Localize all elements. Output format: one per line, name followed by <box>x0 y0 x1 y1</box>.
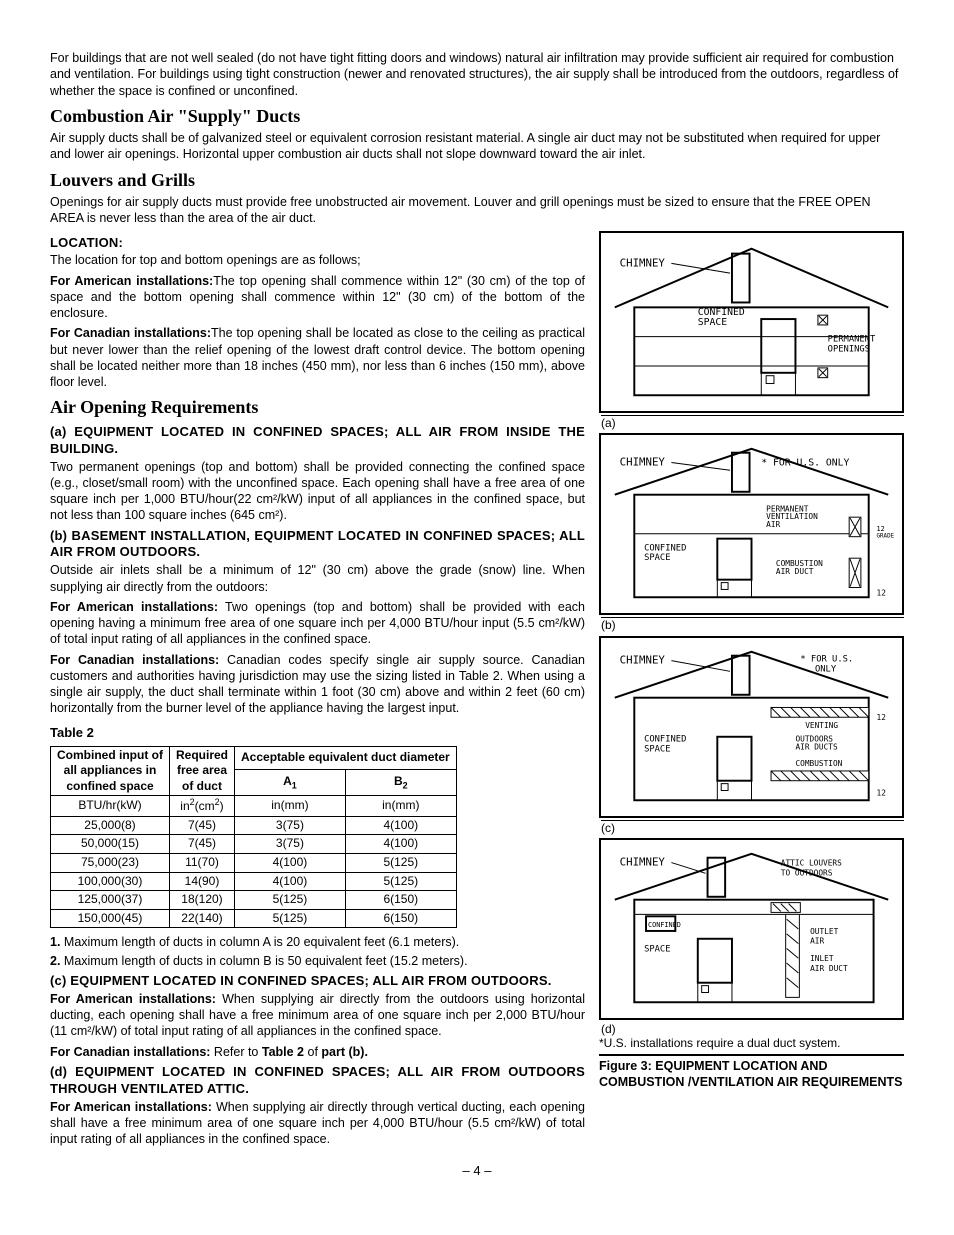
svg-text:CHIMNEY: CHIMNEY <box>620 653 666 666</box>
page-number: – 4 – <box>50 1163 904 1180</box>
req-b-american: For American installations: Two openings… <box>50 599 585 648</box>
d-am-label: For American installations: <box>50 1100 212 1114</box>
figure-c: CHIMNEY * FOR U.S. ONLY VENTING CONFINED… <box>599 636 904 818</box>
loc-am-label: For American installations: <box>50 274 213 288</box>
b-am-label: For American installations: <box>50 600 218 614</box>
req-b-heading: (b) BASEMENT INSTALLATION, EQUIPMENT LOC… <box>50 528 585 562</box>
req-c-american: For American installations: When supplyi… <box>50 991 585 1040</box>
figure-b: CHIMNEY * FOR U.S. ONLY PERMANENT VENTIL… <box>599 433 904 615</box>
req-d-heading: (d) EQUIPMENT LOCATED IN CONFINED SPACES… <box>50 1064 585 1098</box>
svg-text:CONFINED: CONFINED <box>644 543 686 553</box>
svg-text:ATTIC LOUVERS: ATTIC LOUVERS <box>781 859 842 868</box>
req-a-heading: (a) EQUIPMENT LOCATED IN CONFINED SPACES… <box>50 424 585 458</box>
svg-text:CONFINED: CONFINED <box>644 734 686 744</box>
svg-text:12: 12 <box>877 588 887 597</box>
svg-text:12: 12 <box>877 788 887 797</box>
svg-text:ONLY: ONLY <box>815 664 837 674</box>
svg-text:TO OUTDOORS: TO OUTDOORS <box>781 869 833 878</box>
location-american: For American installations:The top openi… <box>50 273 585 322</box>
combustion-air-text: Air supply ducts shall be of galvanized … <box>50 130 904 163</box>
svg-text:INLET: INLET <box>810 955 834 964</box>
req-b-canadian: For Canadian installations: Canadian cod… <box>50 652 585 717</box>
svg-text:CHIMNEY: CHIMNEY <box>620 856 666 869</box>
svg-text:GRADE: GRADE <box>877 534 895 540</box>
table-2-label: Table 2 <box>50 725 585 742</box>
figure-d: CONFINED CHIMNEY ATTIC LOUVERS TO OUTDOO… <box>599 838 904 1020</box>
section-combustion-air: Combustion Air "Supply" Ducts <box>50 105 904 128</box>
table-note-2: 2. Maximum length of ducts in column B i… <box>50 953 585 969</box>
svg-text:AIR DUCT: AIR DUCT <box>810 964 848 973</box>
svg-text:SPACE: SPACE <box>644 744 670 754</box>
location-heading: LOCATION: <box>50 235 585 252</box>
loc-ca-label: For Canadian installations: <box>50 326 211 340</box>
svg-text:* FOR U.S. ONLY: * FOR U.S. ONLY <box>761 458 849 469</box>
svg-text:VENTING: VENTING <box>805 721 838 730</box>
svg-text:* FOR U.S.: * FOR U.S. <box>800 654 853 664</box>
louvers-text: Openings for air supply ducts must provi… <box>50 194 904 227</box>
b-ca-label: For Canadian installations: <box>50 653 219 667</box>
figure-caption: Figure 3: EQUIPMENT LOCATION AND COMBUST… <box>599 1054 904 1091</box>
req-a-text: Two permanent openings (top and bottom) … <box>50 459 585 524</box>
svg-text:CHIMNEY: CHIMNEY <box>620 456 666 469</box>
svg-text:SPACE: SPACE <box>644 945 670 955</box>
section-air-opening: Air Opening Requirements <box>50 396 585 419</box>
req-b-p1: Outside air inlets shall be a minimum of… <box>50 562 585 595</box>
table-2: Combined input ofall appliances inconfin… <box>50 746 457 929</box>
location-intro: The location for top and bottom openings… <box>50 252 585 268</box>
svg-text:AIR DUCT: AIR DUCT <box>776 567 814 576</box>
section-louvers: Louvers and Grills <box>50 169 904 192</box>
intro-text: For buildings that are not well sealed (… <box>50 50 904 99</box>
req-c-canadian: For Canadian installations: Refer to Tab… <box>50 1044 585 1060</box>
fig-c-label: (c) <box>601 820 904 837</box>
location-canadian: For Canadian installations:The top openi… <box>50 325 585 390</box>
table-note-1: 1. Maximum length of ducts in column A i… <box>50 934 585 950</box>
c-am-label: For American installations: <box>50 992 216 1006</box>
svg-text:SPACE: SPACE <box>644 553 670 563</box>
svg-text:12: 12 <box>877 713 887 722</box>
req-d-american: For American installations: When supplyi… <box>50 1099 585 1148</box>
figure-a: CHIMNEY CONFINED SPACE PERMANENT OPENING… <box>599 231 904 413</box>
svg-text:PERMANENT: PERMANENT <box>828 334 876 344</box>
svg-text:CHIMNEY: CHIMNEY <box>620 256 666 269</box>
svg-text:CONFINED: CONFINED <box>648 921 681 929</box>
req-c-heading: (c) EQUIPMENT LOCATED IN CONFINED SPACES… <box>50 973 585 990</box>
fig-a-label: (a) <box>601 415 904 432</box>
figure-footnote: *U.S. installations require a dual duct … <box>599 1036 904 1052</box>
svg-text:AIR: AIR <box>810 937 824 946</box>
c-ca-label: For Canadian installations: <box>50 1045 210 1059</box>
fig-b-label: (b) <box>601 617 904 634</box>
svg-text:OUTLET: OUTLET <box>810 927 838 936</box>
svg-text:COMBUSTION: COMBUSTION <box>795 759 842 768</box>
svg-text:AIR DUCTS: AIR DUCTS <box>795 742 838 751</box>
svg-text:SPACE: SPACE <box>698 316 727 327</box>
svg-text:12: 12 <box>877 525 885 533</box>
svg-text:OPENINGS: OPENINGS <box>828 344 870 354</box>
svg-text:AIR: AIR <box>766 520 780 529</box>
